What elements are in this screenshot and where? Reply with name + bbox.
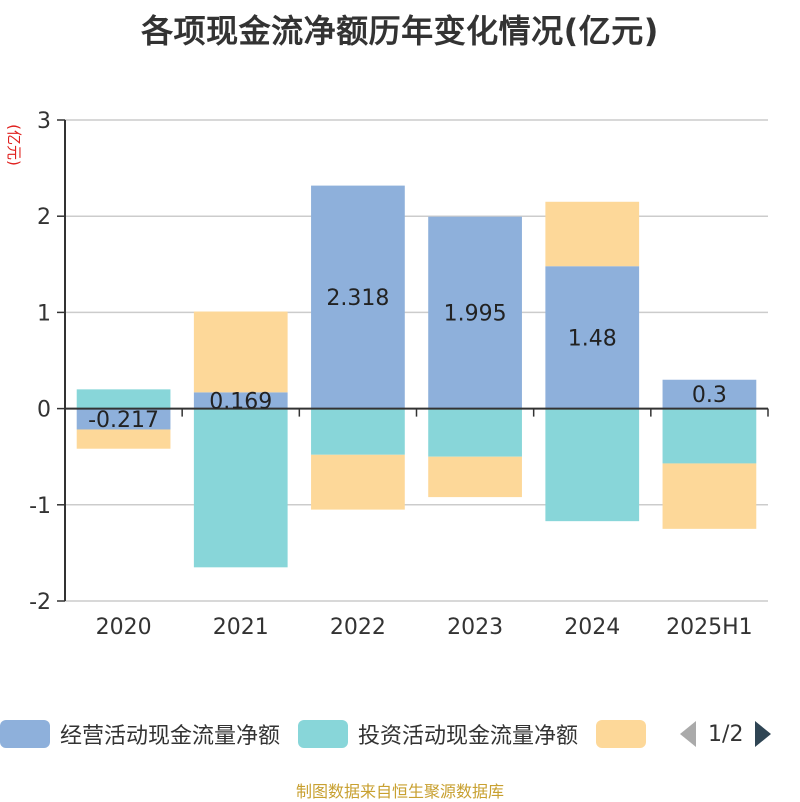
bar-operating — [76, 408, 171, 430]
legend-item-operating[interactable]: 经营活动现金流量净额 — [0, 718, 280, 750]
legend-swatch-financing — [596, 720, 647, 748]
legend-label-operating: 经营活动现金流量净额 — [60, 724, 281, 749]
legend-pager: 1/2 — [680, 721, 772, 747]
bar-financing — [76, 429, 171, 449]
bar-investing — [76, 389, 171, 409]
y-axis-label: (亿元) — [5, 124, 23, 166]
bar-financing — [545, 201, 640, 267]
previous-page-icon[interactable] — [680, 721, 697, 747]
bar-operating — [193, 392, 288, 409]
bar-investing — [428, 408, 522, 457]
data-label: 1.995 — [444, 302, 507, 327]
data-label: -0.217 — [88, 408, 159, 433]
data-label: 1.48 — [568, 326, 617, 351]
next-page-icon[interactable] — [755, 721, 772, 747]
bar-investing — [662, 408, 757, 464]
data-label: 2.318 — [326, 286, 389, 311]
y-tick-label: -1 — [29, 494, 51, 519]
bar-investing — [193, 408, 288, 568]
bar-operating — [545, 266, 640, 409]
y-tick-label: 1 — [37, 301, 51, 326]
bar-financing — [311, 454, 405, 510]
source-note: 制图数据来自恒生聚源数据库 — [295, 782, 504, 801]
legend: 经营活动现金流量净额 投资活动现金流量净额 1/2 — [0, 716, 800, 752]
data-label: 0.169 — [209, 389, 272, 414]
y-tick-label: 0 — [37, 398, 51, 423]
bar-operating — [311, 185, 405, 409]
legend-item-investing[interactable]: 投资活动现金流量净额 — [298, 718, 578, 750]
y-tick-label: -2 — [29, 590, 51, 615]
x-tick-label: 2025H1 — [666, 615, 753, 640]
bar-operating — [428, 216, 522, 409]
y-tick-label: 2 — [37, 205, 51, 230]
stacked-bar-chart: 3 2 1 0 -1 -2 (亿元) 2020 2021 2022 2023 2024 2025H1 -0… — [5, 109, 769, 640]
legend-swatch-operating — [0, 720, 50, 748]
legend-item-financing[interactable] — [596, 720, 656, 748]
x-tick-label: 2020 — [96, 615, 152, 640]
legend-swatch-investing — [298, 720, 349, 748]
bar-investing — [311, 408, 405, 455]
legend-page-indicator: 1/2 — [708, 721, 744, 747]
bar-financing — [662, 463, 757, 529]
bar-financing — [428, 456, 522, 498]
x-tick-label: 2022 — [330, 615, 386, 640]
bar-financing — [193, 311, 288, 393]
chart-title: 各项现金流净额历年变化情况(亿元) — [141, 12, 659, 50]
bar-investing — [545, 408, 640, 522]
bar-operating — [662, 379, 757, 409]
x-tick-label: 2023 — [447, 615, 503, 640]
data-label: 0.3 — [692, 383, 727, 408]
x-tick-label: 2021 — [213, 615, 269, 640]
x-tick-label: 2024 — [564, 615, 620, 640]
legend-label-investing: 投资活动现金流量净额 — [358, 724, 579, 749]
y-tick-label: 3 — [37, 109, 51, 134]
